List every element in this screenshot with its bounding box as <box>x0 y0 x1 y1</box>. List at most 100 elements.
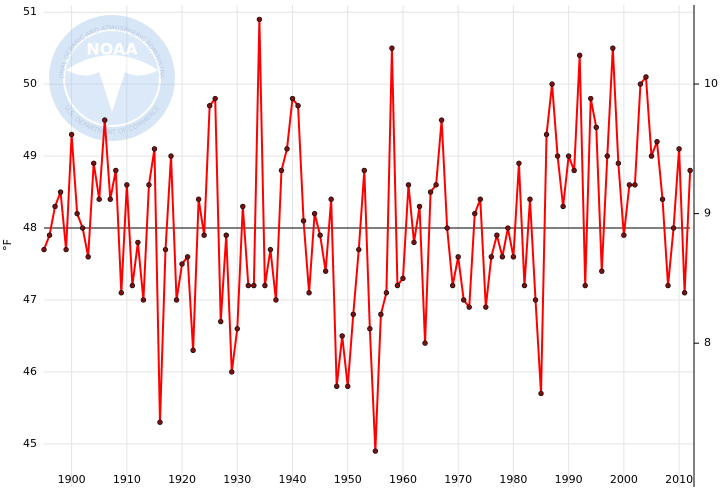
data-point <box>411 239 417 246</box>
data-point <box>610 45 616 51</box>
noaa-logo: NOAA NATIONAL OCEANIC AND ATMOSPHERIC AD… <box>0 0 175 141</box>
data-point <box>416 203 423 210</box>
data-point <box>212 95 218 102</box>
data-point <box>438 117 445 123</box>
y-tick-label: 49 <box>23 149 37 162</box>
data-point <box>57 189 64 195</box>
x-tick-label: 1940 <box>279 473 307 486</box>
series-line <box>43 18 692 453</box>
data-point <box>604 153 610 159</box>
data-point <box>637 81 644 87</box>
data-point <box>361 167 368 174</box>
data-point <box>571 167 577 174</box>
data-point <box>91 160 97 166</box>
data-point <box>521 282 528 289</box>
data-point <box>41 246 47 253</box>
data-point <box>488 254 495 260</box>
data-point <box>527 196 533 202</box>
x-tick-label: 1990 <box>555 473 583 486</box>
x-tick-label: 1950 <box>334 473 362 486</box>
data-point <box>322 268 329 274</box>
data-point <box>654 138 660 145</box>
data-point <box>311 210 318 217</box>
data-point <box>262 282 268 289</box>
data-point <box>223 232 229 238</box>
data-point <box>229 369 235 375</box>
data-point <box>461 297 467 303</box>
data-point <box>615 160 622 166</box>
data-point <box>472 210 478 217</box>
data-point <box>179 261 185 267</box>
x-tick-label: 1920 <box>168 473 196 486</box>
data-point <box>455 254 461 260</box>
data-point <box>681 290 688 296</box>
y-axis-label: °F <box>1 239 14 251</box>
data-point <box>300 218 307 224</box>
data-point <box>593 124 599 130</box>
data-point <box>206 103 213 109</box>
data-point <box>565 153 572 159</box>
data-point <box>378 311 384 318</box>
data-point <box>278 167 285 174</box>
x-tick-label: 1900 <box>58 473 86 486</box>
data-point <box>427 189 434 195</box>
data-point <box>659 196 666 202</box>
data-point <box>273 297 279 303</box>
data-point <box>350 311 356 318</box>
data-point <box>621 232 627 238</box>
data-point <box>129 282 136 289</box>
data-point <box>151 146 158 152</box>
y-tick-label: 51 <box>23 5 37 18</box>
data-point <box>135 239 141 246</box>
data-point <box>383 290 390 296</box>
logo-ring <box>49 15 175 141</box>
y-tick-label: 50 <box>23 77 37 90</box>
data-point <box>184 254 191 260</box>
data-point <box>195 196 202 202</box>
data-point <box>190 347 196 354</box>
data-point <box>599 268 605 274</box>
data-point <box>676 146 682 152</box>
data-point <box>173 297 180 303</box>
data-point <box>466 304 472 310</box>
x-tick-label: 1960 <box>389 473 417 486</box>
data-point <box>85 254 91 260</box>
data-point <box>245 282 252 289</box>
data-point <box>251 282 257 289</box>
data-point <box>532 297 539 303</box>
data-point <box>582 282 588 289</box>
data-point <box>240 203 246 210</box>
data-point <box>328 196 334 202</box>
data-point <box>256 16 263 23</box>
data-point <box>146 182 152 188</box>
x-tick-label: 1910 <box>113 473 141 486</box>
data-point <box>648 153 655 159</box>
data-point <box>289 95 296 102</box>
logo-bird <box>66 55 158 112</box>
data-point <box>74 210 80 217</box>
data-point <box>389 45 395 51</box>
data-point <box>372 448 379 454</box>
data-point <box>554 153 561 159</box>
data-point <box>505 225 511 231</box>
data-point <box>68 131 75 138</box>
data-point <box>234 326 240 332</box>
data-point <box>449 282 456 289</box>
data-point <box>665 282 671 289</box>
data-point <box>345 383 351 389</box>
data-point <box>356 246 362 253</box>
data-point <box>626 182 633 188</box>
data-point <box>394 282 401 289</box>
data-point <box>422 340 428 346</box>
grid <box>44 5 694 487</box>
data-point <box>549 81 555 87</box>
data-point <box>444 225 450 231</box>
data-point <box>510 254 517 260</box>
x-tick-label: 1970 <box>444 473 472 486</box>
y2-tick-label: 8 <box>704 336 711 349</box>
x-tick-label: 2010 <box>665 473 693 486</box>
y-tick-label: 45 <box>23 437 37 450</box>
data-point <box>367 326 373 332</box>
data-point <box>96 196 102 202</box>
